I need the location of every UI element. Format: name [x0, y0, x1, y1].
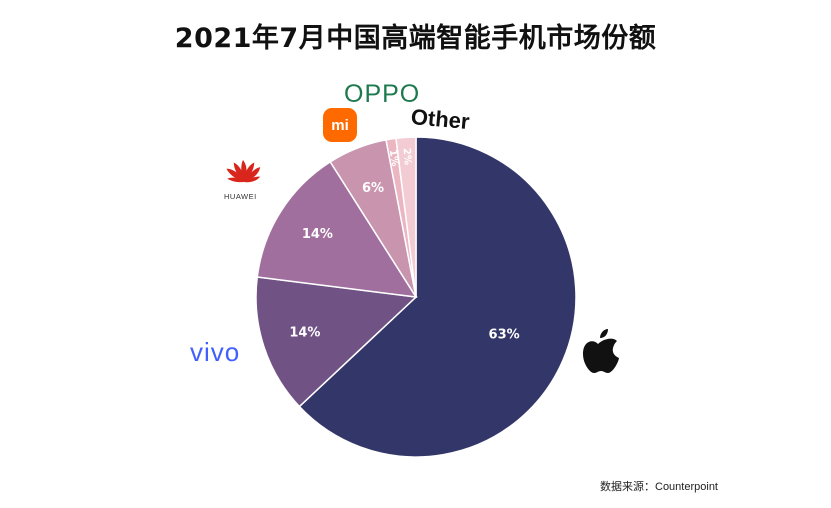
pie-slice-huawei: [256, 160, 418, 298]
brand-label-oppo: OPPO: [344, 80, 421, 108]
slice-value-vivo: 14%: [289, 326, 320, 341]
brand-label-other: Other: [409, 104, 471, 135]
slice-value-huawei: 14%: [302, 227, 333, 242]
xiaomi-logo-icon: mi: [323, 108, 357, 142]
xiaomi-logo-text: mi: [331, 117, 349, 134]
slice-value-apple: 63%: [489, 328, 520, 343]
brand-label-vivo: vivo: [190, 337, 241, 367]
pie-slice-other: [395, 136, 417, 298]
slice-value-other: 2%: [401, 148, 413, 166]
data-source: 数据来源：Counterpoint: [600, 481, 718, 493]
chart-title: 2021年7月中国高端智能手机市场份额: [174, 23, 657, 54]
apple-logo-icon: [583, 329, 619, 373]
huawei-logo-icon: [226, 160, 261, 183]
brand-label-huawei: HUAWEI: [224, 192, 257, 201]
slice-value-oppo: 1%: [387, 149, 401, 167]
pie-slice-vivo: [255, 276, 418, 408]
slice-value-xiaomi: 6%: [362, 181, 384, 196]
pie-slice-apple: [298, 136, 577, 458]
